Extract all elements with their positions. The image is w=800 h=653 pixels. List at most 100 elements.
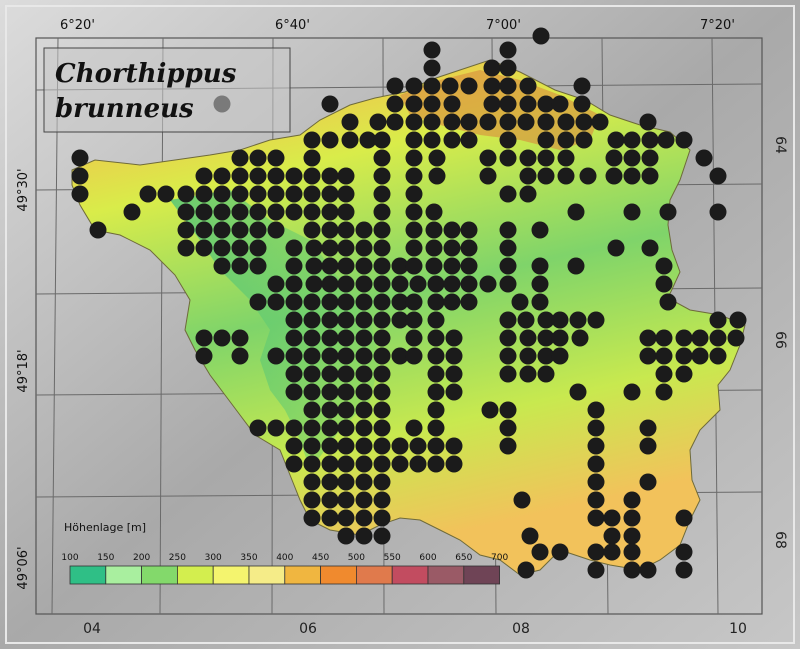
occurrence-dot (355, 257, 373, 275)
legend-tick-label: 650 (455, 553, 472, 563)
occurrence-dot (285, 383, 303, 401)
occurrence-dot (587, 543, 605, 561)
occurrence-dot (639, 347, 657, 365)
outer-frame (5, 5, 795, 644)
grid-label: 10 (729, 621, 747, 637)
occurrence-dot (657, 131, 675, 149)
occurrence-dot (195, 221, 213, 239)
occurrence-dot (355, 311, 373, 329)
occurrence-dot (551, 95, 569, 113)
occurrence-dot (355, 293, 373, 311)
occurrence-dot (355, 347, 373, 365)
occurrence-dot (405, 347, 423, 365)
occurrence-dot (303, 293, 321, 311)
occurrence-dot (177, 203, 195, 221)
occurrence-dot (499, 437, 517, 455)
occurrence-dot (641, 131, 659, 149)
occurrence-dot (249, 185, 267, 203)
occurrence-dot (425, 257, 443, 275)
occurrence-dot (427, 311, 445, 329)
occurrence-dot (428, 167, 446, 185)
occurrence-dot (213, 203, 231, 221)
occurrence-dot (355, 239, 373, 257)
occurrence-dot (249, 221, 267, 239)
occurrence-dot (195, 167, 213, 185)
occurrence-dot (321, 383, 339, 401)
occurrence-dot (443, 131, 461, 149)
occurrence-dot (427, 455, 445, 473)
occurrence-dot (623, 561, 641, 579)
occurrence-dot (575, 131, 593, 149)
occurrence-dot (531, 275, 549, 293)
occurrence-dot (373, 293, 391, 311)
occurrence-dot (460, 77, 478, 95)
occurrence-dot (303, 203, 321, 221)
occurrence-dot (337, 383, 355, 401)
occurrence-dot (213, 257, 231, 275)
occurrence-dot (427, 329, 445, 347)
occurrence-dot (428, 149, 446, 167)
occurrence-dot (305, 257, 323, 275)
occurrence-dot (303, 383, 321, 401)
occurrence-dot (675, 543, 693, 561)
occurrence-dot (303, 491, 321, 509)
occurrence-dot (321, 329, 339, 347)
occurrence-dot (655, 257, 673, 275)
occurrence-dot (405, 149, 423, 167)
grid-label: 68 (772, 531, 788, 549)
occurrence-dot (655, 347, 673, 365)
occurrence-dot (519, 185, 537, 203)
occurrence-dot (587, 437, 605, 455)
occurrence-dot (71, 167, 89, 185)
lon-labels: 6°20' 6°40' 7°00' 7°20' (60, 18, 735, 33)
occurrence-dot (231, 185, 249, 203)
occurrence-dot (373, 455, 391, 473)
legend-swatch (355, 565, 393, 585)
occurrence-dot (587, 455, 605, 473)
occurrence-dot (373, 311, 391, 329)
occurrence-dot (373, 167, 391, 185)
occurrence-dot (483, 59, 501, 77)
occurrence-dot (71, 149, 89, 167)
occurrence-dot (303, 221, 321, 239)
occurrence-dot (337, 293, 355, 311)
occurrence-dot (249, 203, 267, 221)
occurrence-dot (386, 95, 404, 113)
occurrence-dot (303, 185, 321, 203)
occurrence-dot (355, 455, 373, 473)
occurrence-dot (607, 239, 625, 257)
occurrence-dot (460, 221, 478, 239)
occurrence-dot (213, 239, 231, 257)
occurrence-dot (321, 221, 339, 239)
occurrence-dot (460, 257, 478, 275)
legend-title: Höhenlage [m] (64, 521, 146, 534)
occurrence-dot (499, 257, 517, 275)
occurrence-dot (373, 365, 391, 383)
occurrence-dot (249, 239, 267, 257)
occurrence-dot (569, 311, 587, 329)
occurrence-dot (359, 131, 377, 149)
occurrence-dot (355, 383, 373, 401)
occurrence-dot (355, 419, 373, 437)
occurrence-dot (499, 401, 517, 419)
occurrence-dot (445, 365, 463, 383)
occurrence-dot (537, 167, 555, 185)
occurrence-dot (285, 365, 303, 383)
occurrence-dot (557, 113, 575, 131)
occurrence-dot (213, 329, 231, 347)
occurrence-dot (427, 419, 445, 437)
occurrence-dot (537, 347, 555, 365)
occurrence-dot (373, 509, 391, 527)
occurrence-dot (557, 149, 575, 167)
occurrence-dot (499, 275, 517, 293)
occurrence-dot (537, 365, 555, 383)
occurrence-dot (303, 509, 321, 527)
occurrence-dot (405, 77, 423, 95)
occurrence-dot (303, 329, 321, 347)
occurrence-dot (727, 329, 745, 347)
occurrence-dot (267, 221, 285, 239)
occurrence-dot (587, 419, 605, 437)
legend-tick-label: 350 (240, 553, 257, 563)
occurrence-dot (573, 95, 591, 113)
occurrence-dot (373, 203, 391, 221)
